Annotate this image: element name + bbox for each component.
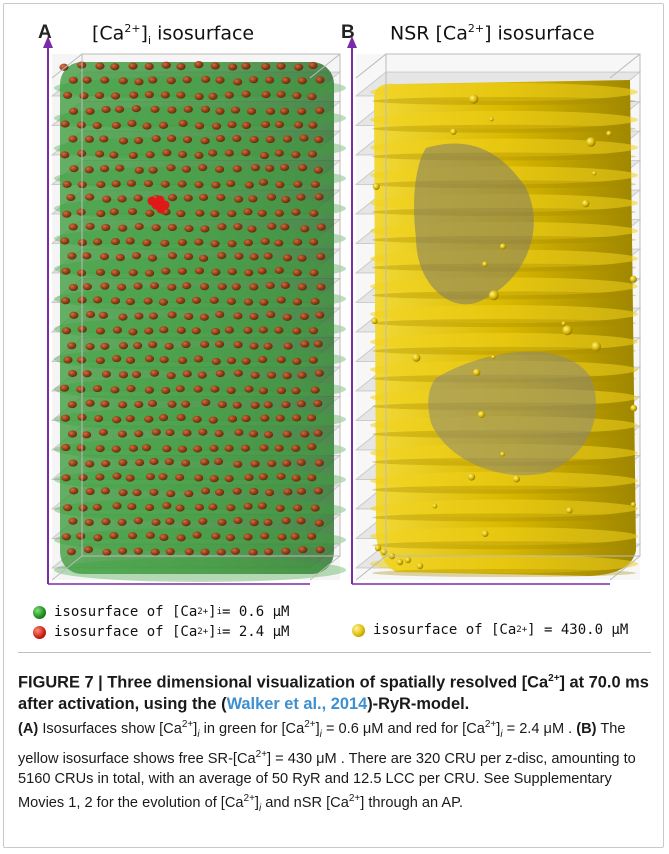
legend-b: isosurface of [Ca 2+] = 430.0 μM (352, 620, 628, 640)
legend-a: isosurface of [Ca 2+] i = 0.6 μM isosurfac… (33, 602, 289, 642)
legend-item-yellow: isosurface of [Ca 2+] = 430.0 μM (352, 620, 628, 640)
citation-link[interactable]: Walker et al., 2014 (226, 695, 368, 714)
green-sphere-icon (33, 605, 46, 619)
red-sphere-icon (33, 625, 46, 639)
figure-frame (3, 3, 664, 848)
panel-a-volume (43, 36, 346, 585)
caption-body: (A) Isosurfaces show [Ca2+]i in green fo… (18, 719, 636, 814)
yellow-sphere-icon (352, 623, 365, 637)
visualization-canvas (43, 36, 642, 585)
legend-item-green: isosurface of [Ca 2+] i = 0.6 μM (33, 602, 289, 622)
caption-divider (18, 652, 651, 653)
panel-a-title: [Ca2+]i isosurface (92, 22, 255, 48)
figure-caption: FIGURE 7 | Three dimensional visualizati… (18, 668, 654, 819)
legend-item-red: isosurface of [Ca 2+] i = 2.4 μM (33, 622, 289, 642)
panel-b-volume (347, 36, 642, 585)
caption-title: FIGURE 7 | Three dimensional visualizati… (18, 673, 649, 714)
panel-b-title: NSR [Ca2+] isosurface (390, 22, 595, 45)
